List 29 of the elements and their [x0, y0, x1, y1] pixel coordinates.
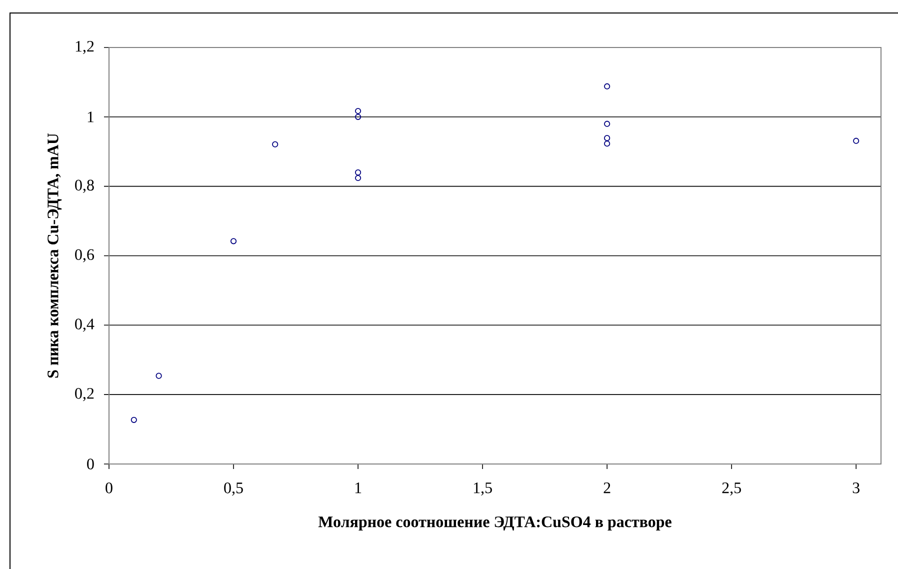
point [604, 135, 610, 142]
y-tick-label: 0,8 [75, 180, 94, 193]
point [604, 140, 610, 147]
x-tick-label: 1 [355, 482, 362, 494]
point [354, 169, 362, 176]
y-tick-label: 0,6 [75, 249, 94, 262]
point [156, 372, 162, 379]
x-tick-label: 0,5 [224, 482, 243, 496]
x-tick-label: 0 [106, 482, 112, 494]
point [130, 416, 137, 423]
point [853, 138, 860, 144]
x-tick-label: 2 [604, 482, 610, 494]
x-axis-title: Молярное соотношение ЭДТА:CuSO4 в растворе [318, 516, 672, 531]
y-tick-label: 1 [88, 112, 94, 122]
point [354, 114, 362, 120]
point [604, 120, 610, 127]
point [354, 108, 362, 114]
x-tick-label: 1,5 [474, 482, 492, 496]
x-tick-label: 3 [852, 482, 860, 494]
x-tick-label: 2,5 [722, 482, 741, 496]
point [354, 174, 362, 182]
y-tick-label: 1,2 [76, 40, 94, 54]
y-tick-label: 0,2 [75, 388, 94, 402]
y-tick-label: 0 [87, 458, 94, 470]
point [604, 83, 610, 90]
point [272, 141, 278, 148]
y-tick-label: 0,4 [75, 318, 94, 332]
point [230, 238, 237, 244]
y-axis-title: S пика комплекса Cu-ЭДТА, mAU [48, 133, 62, 378]
